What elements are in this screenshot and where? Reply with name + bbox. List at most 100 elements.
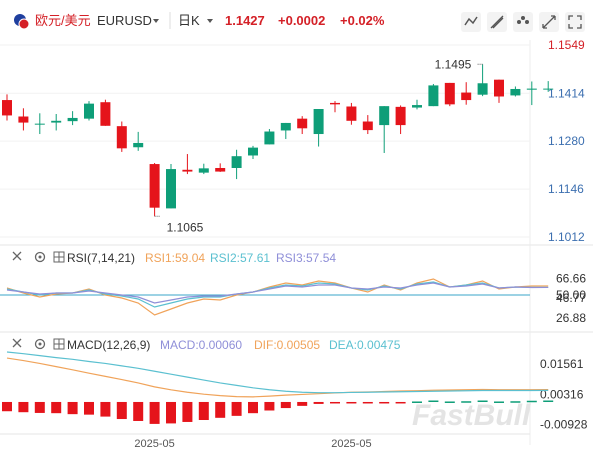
macd-tick-label: 0.00316 [540,387,584,401]
symbol-label[interactable]: EURUSD [97,13,152,28]
rsi3-legend: RSI3:57.54 [276,251,336,265]
chevron-down-icon[interactable] [153,19,159,23]
macd-bar [18,401,29,413]
rsi1-legend: RSI1:59.04 [145,251,205,265]
gear-icon[interactable] [34,338,46,350]
macd-bar [412,401,422,403]
macd-bar [362,401,373,404]
candle-body [362,121,373,131]
macd-bar [215,401,226,418]
price-change-pct: +0.02% [340,13,385,28]
grid-icon[interactable] [53,251,65,263]
macd-tick-label: -0.00928 [540,418,588,432]
rsi-series [6,278,549,316]
settings-icon[interactable] [513,12,533,32]
candle-body [330,102,340,105]
grid-icon[interactable] [53,338,65,350]
timeframe-label[interactable]: 日K [178,13,200,28]
low-annotation: 1.1065 [167,220,204,234]
macd-bar [116,401,127,420]
candle-body [395,106,406,126]
pair-name-cn[interactable]: 欧元/美元 [35,13,91,28]
candle-body [51,120,62,123]
macd-bar [34,401,45,413]
macd-bar [67,401,78,415]
rsi-legend: RSI(7,14,21) RSI1:59.04 RSI2:57.61 RSI3:… [12,251,336,265]
gear-icon[interactable] [34,251,46,263]
candle-body [67,117,78,122]
macd-bar [100,401,111,417]
candle-body [412,105,422,108]
macd-legend: MACD(12,26,9) MACD:0.00060 DIF:0.00505 D… [12,338,401,352]
expand-icon[interactable] [539,12,559,32]
candle-body [494,79,504,97]
candle-body [379,106,390,126]
drawing-tools-icon[interactable] [487,12,507,32]
high-low-annotations: 1.1495 1.1065 [154,57,483,234]
close-icon[interactable] [12,251,22,261]
macd-bar [297,401,308,406]
us-flag-icon [18,18,30,30]
main-gridlines [0,44,530,238]
macd-bar [477,400,488,403]
candle-body [477,83,488,95]
macd-bar [248,401,258,414]
macd-bar [526,400,537,403]
x-tick-label: 2025-05 [134,438,174,450]
last-price: 1.1427 [225,13,265,28]
macd-legend-value: MACD:0.00060 [160,338,242,352]
candle-body [133,142,144,148]
macd-lines [6,351,549,398]
candle-body [18,116,29,123]
candle-body [100,102,111,126]
candle-body [543,88,554,90]
macd-bar [231,401,242,416]
time-axis: 2025-05 2025-05 [134,438,371,450]
candle-body [2,100,12,116]
y-tick-label: 1.1012 [548,230,585,244]
macd-bar [51,401,62,414]
candle-body [444,82,455,105]
macd-bar [198,401,209,421]
candle-body [215,167,226,172]
candle-body [182,169,193,172]
macd-bar [444,401,455,403]
candle-body [231,156,242,168]
candle-body [297,118,308,129]
macd-bar [330,401,340,404]
candle-body [526,88,537,90]
macd-bar [84,401,94,415]
rsi2-legend: RSI2:57.61 [210,251,270,265]
indicator-toggle-icon[interactable] [461,12,481,32]
macd-bar [510,401,521,403]
macd-bar [2,401,12,412]
close-icon[interactable] [12,338,22,348]
fullscreen-icon[interactable] [565,12,585,32]
watermark: FastBull [412,399,531,432]
candle-body [149,164,160,208]
rsi-tick-label: 46.77 [556,291,586,305]
macd-bar [182,401,193,422]
candle-body [198,168,209,173]
macd-params[interactable]: MACD(12,26,9) [67,338,150,352]
dea-line [6,351,549,394]
candle-body [280,122,291,131]
macd-bar [264,401,275,411]
macd-bar [149,401,160,424]
price-change: +0.0002 [278,13,325,28]
macd-histogram [2,400,554,424]
macd-bar [395,401,406,404]
macd-bar [494,401,504,403]
candle-body [166,169,176,209]
rsi-params[interactable]: RSI(7,14,21) [67,251,135,265]
macd-bar [428,400,439,403]
macd-bar [166,401,176,424]
timeframe-chevron-icon[interactable] [207,19,213,23]
candle-body [34,123,45,125]
candle-body [461,92,472,101]
macd-bar [461,401,472,403]
dif-legend: DIF:0.00505 [254,338,320,352]
x-tick-label: 2025-05 [331,438,371,450]
dif-line [6,357,549,398]
